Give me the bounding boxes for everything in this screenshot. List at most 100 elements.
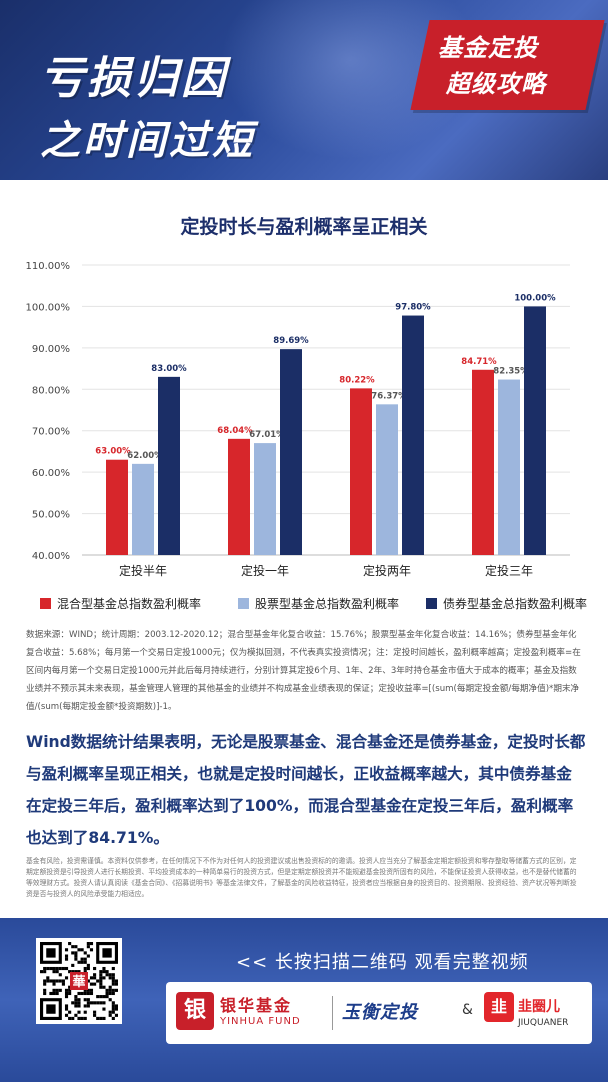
qr-module <box>111 1004 115 1008</box>
qr-module <box>43 982 47 986</box>
qr-module <box>83 1010 87 1014</box>
qr-center-text: 華 <box>72 974 85 990</box>
qr-center-logo <box>70 972 88 990</box>
qr-module <box>86 945 90 949</box>
qr-module <box>83 1004 87 1008</box>
legend-label: 债券型基金总指数盈利概率 <box>443 597 588 611</box>
qr-module <box>89 982 94 986</box>
qr-module <box>111 982 115 986</box>
qr-module <box>99 979 103 983</box>
qr-module <box>61 982 65 986</box>
yinhua-logo-cn: 银华基金 <box>220 996 293 1015</box>
qr-module <box>86 1001 90 1005</box>
legend-item: 混合型基金总指数盈利概率 <box>40 595 201 612</box>
bar <box>132 463 154 555</box>
qr-module <box>96 1016 100 1020</box>
qr-module <box>111 988 115 992</box>
qr-module <box>111 1016 115 1020</box>
legend-label: 混合型基金总指数盈利概率 <box>57 597 202 611</box>
qr-module <box>74 1013 78 1017</box>
qr-module <box>77 1010 81 1014</box>
qr-module <box>74 954 78 958</box>
badge-line2: 超级攻略 <box>446 70 546 98</box>
qr-module <box>64 1007 69 1011</box>
yuheng-logo: 玉衡定投 <box>342 1002 418 1023</box>
jiuquaner-logo-en: JIUQUANER <box>518 1018 569 1028</box>
qr-module <box>52 979 56 983</box>
qr-module <box>89 991 94 996</box>
qr-module <box>52 966 56 971</box>
y-tick-label: 40.00% <box>32 551 70 562</box>
logo-ampersand: & <box>462 1002 473 1018</box>
qr-module <box>77 998 81 1002</box>
qr-module <box>61 979 65 983</box>
x-tick-label: 定投两年 <box>363 563 411 578</box>
qr-module <box>93 973 97 977</box>
conclusion-text: Wind数据统计结果表明，无论是股票基金、混合基金还是债券基金，定投时长都与盈利… <box>26 733 586 847</box>
qr-module <box>86 942 90 946</box>
data-label: 83.00% <box>151 364 187 374</box>
data-label: 76.37% <box>371 391 407 401</box>
y-tick-label: 100.00% <box>26 302 71 313</box>
qr-module <box>43 991 47 996</box>
qr-module <box>86 963 90 967</box>
qr-code[interactable]: 華 <box>36 938 122 1024</box>
qr-module <box>64 991 69 996</box>
data-label: 89.69% <box>273 336 309 346</box>
qr-module <box>111 973 115 977</box>
qr-module <box>102 1016 106 1020</box>
y-tick-label: 70.00% <box>32 427 70 438</box>
qr-module <box>64 966 69 971</box>
chart-title: 定投时长与盈利概率呈正相关 <box>180 216 428 238</box>
qr-module <box>111 976 115 980</box>
qr-module <box>114 988 118 992</box>
qr-module <box>74 995 78 999</box>
qr-module <box>71 1001 75 1005</box>
qr-module <box>71 963 75 967</box>
yinhua-logo-icon: 银 <box>176 992 214 1030</box>
qr-module <box>77 1016 81 1020</box>
qr-module <box>102 1001 106 1005</box>
qr-module <box>114 1013 118 1017</box>
jiuquaner-logo-cn: 韭圈儿 <box>518 999 560 1015</box>
bar <box>280 349 302 555</box>
qr-module <box>93 1001 97 1005</box>
data-label: 80.22% <box>339 375 375 385</box>
yinhua-logo-mark-text: 银 <box>183 998 206 1023</box>
header-title-line2: 之时间过短 <box>40 118 255 164</box>
qr-module <box>114 979 118 983</box>
qr-module <box>99 970 103 974</box>
x-tick-label: 定投半年 <box>119 563 167 578</box>
qr-module <box>83 957 87 961</box>
qr-module <box>99 1016 103 1020</box>
qr-module <box>99 982 103 986</box>
qr-module <box>40 970 44 974</box>
qr-module <box>74 998 78 1002</box>
qr-module <box>102 985 106 989</box>
qr-module <box>111 1001 115 1005</box>
qr-module <box>74 951 78 955</box>
qr-module <box>68 1010 72 1014</box>
qr-module <box>108 985 112 989</box>
jiuquaner-logo-icon: 韭 <box>484 992 514 1022</box>
bar <box>402 315 424 555</box>
qr-module <box>77 970 81 974</box>
qr-module <box>77 948 81 952</box>
badge-line1: 基金定投 <box>438 34 538 62</box>
qr-module <box>80 960 84 964</box>
qr-module <box>99 973 103 977</box>
data-label: 68.04% <box>217 426 253 436</box>
qr-module <box>111 991 115 996</box>
bar <box>254 443 276 555</box>
qr-module <box>89 988 94 992</box>
qr-module <box>64 957 69 961</box>
qr-module <box>49 979 53 983</box>
qr-module <box>83 991 87 996</box>
risk-disclaimer: 基金有风险，投资需谨慎。本资料仅供参考，在任何情况下不作为对任何人的投资建议或出… <box>26 857 577 898</box>
qr-module <box>105 973 109 977</box>
qr-module <box>111 1010 115 1014</box>
qr-module <box>68 970 72 974</box>
y-tick-label: 60.00% <box>32 468 70 479</box>
qr-module <box>86 966 90 971</box>
bar <box>524 306 546 555</box>
